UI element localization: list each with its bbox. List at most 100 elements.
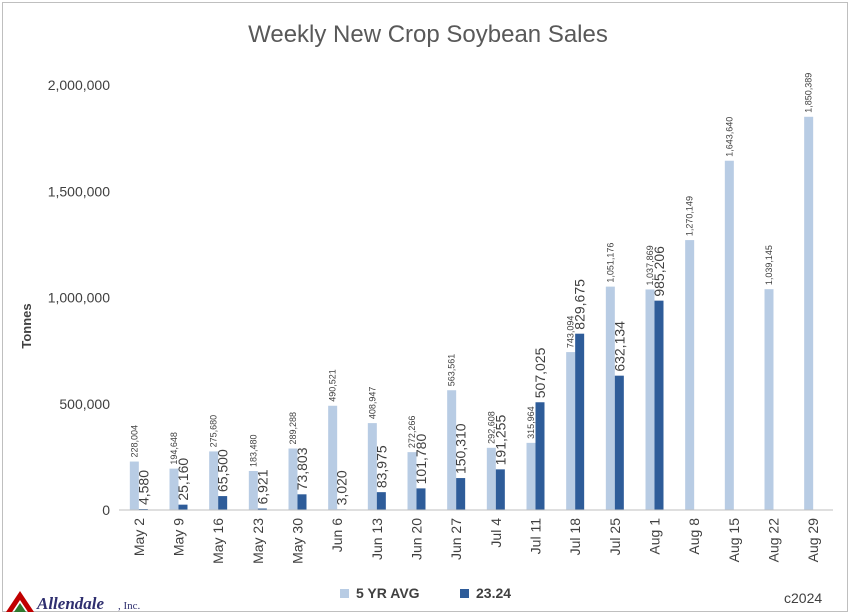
data-label-5yr-avg: 272,266 [407,416,417,449]
bar-5yr-avg [566,352,576,510]
x-tick-label: Jul 25 [607,518,623,556]
bar-23-24 [654,300,664,510]
data-label-5yr-avg: 1,270,149 [685,196,695,236]
data-label-23-24: 3,020 [334,470,350,505]
legend-swatch-5yr-avg [340,589,349,598]
data-label-23-24: 150,310 [453,423,469,474]
y-tick-label: 1,500,000 [48,183,110,199]
bar-23-24 [178,504,188,510]
bar-5yr-avg [248,471,258,510]
data-label-5yr-avg: 194,648 [169,432,179,465]
data-label-5yr-avg: 490,521 [328,369,338,402]
data-label-5yr-avg: 743,094 [566,316,576,349]
bar-5yr-avg [209,451,219,510]
bar-5yr-avg [764,289,774,510]
data-label-23-24: 101,780 [413,434,429,485]
data-label-23-24: 829,675 [572,279,588,330]
x-tick-label: May 30 [290,518,306,564]
y-tick-label: 1,000,000 [48,290,110,306]
bar-23-24 [535,402,545,510]
bar-23-24 [257,508,267,510]
bar-5yr-avg [367,423,377,510]
x-tick-label: Aug 8 [686,518,702,555]
x-tick-label: Jun 27 [448,518,464,560]
data-label-5yr-avg: 275,680 [209,415,219,448]
x-tick-label: Jun 20 [409,518,425,560]
data-label-23-24: 6,921 [254,469,270,504]
data-label-23-24: 191,255 [492,415,508,466]
bar-5yr-avg [486,447,496,510]
legend-label-23-24: 23.24 [476,585,511,601]
legend-swatch-23-24 [460,589,469,598]
data-label-5yr-avg: 408,947 [367,387,377,420]
y-axis-title: Tonnes [19,303,34,348]
logo-suffix-text: , Inc. [118,600,141,612]
bar-23-24 [297,494,307,510]
data-label-23-24: 632,134 [611,321,627,372]
bar-5yr-avg [407,452,417,510]
y-axis: 0 500,000 1,000,000 1,500,000 2,000,000 [48,77,111,518]
data-label-5yr-avg: 1,039,145 [764,245,774,285]
data-label-23-24: 73,803 [294,447,310,490]
x-tick-label: May 16 [210,518,226,564]
logo-arrow-icon [6,591,34,612]
data-label-5yr-avg: 315,964 [526,406,536,439]
bar-5yr-avg [328,405,338,510]
x-tick-label: Jul 18 [567,518,583,556]
legend-label-5yr-avg: 5 YR AVG [356,585,420,601]
chart-title: Weekly New Crop Soybean Sales [248,21,608,48]
bar-23-24 [218,496,228,510]
bar-5yr-avg [129,461,139,510]
data-label-23-24: 65,500 [215,449,231,492]
bar-5yr-avg [645,289,655,510]
bar-23-24 [495,469,505,510]
bar-23-24 [376,492,386,510]
legend: 5 YR AVG 23.24 [340,585,511,601]
x-tick-label: May 23 [250,518,266,564]
data-label-5yr-avg: 228,004 [129,425,139,458]
bar-5yr-avg [169,468,179,510]
x-tick-label: Aug 1 [647,518,663,555]
bar-5yr-avg [288,448,298,510]
x-tick-label: Jun 13 [369,518,385,560]
data-label-23-24: 507,025 [532,347,548,398]
data-label-23-24: 25,160 [175,458,191,501]
y-tick-label: 0 [102,502,110,518]
data-label-5yr-avg: 183,480 [248,434,258,467]
x-tick-label: May 9 [171,518,187,556]
bar-5yr-avg [605,286,615,510]
bar-23-24 [575,333,585,510]
bar-5yr-avg [724,160,734,510]
y-tick-label: 2,000,000 [48,77,110,93]
data-label-5yr-avg: 1,850,389 [804,73,814,113]
data-label-5yr-avg: 1,037,869 [645,245,655,285]
x-tick-label: Jul 11 [528,518,544,555]
data-label-5yr-avg: 292,608 [486,411,496,444]
x-tick-label: Aug 22 [766,518,782,563]
logo-brand-text: Allendale [36,594,105,613]
bar-5yr-avg [685,240,695,511]
copyright-text: c2024 [784,590,823,606]
bar-23-24 [614,375,624,510]
data-label-5yr-avg: 563,561 [447,354,457,387]
x-tick-label: May 2 [131,518,147,556]
bar-5yr-avg [804,116,814,511]
bar-5yr-avg [447,390,457,510]
x-tick-label: Aug 29 [805,518,821,563]
data-label-5yr-avg: 1,643,640 [724,117,734,157]
data-label-5yr-avg: 289,288 [288,412,298,445]
data-label-23-24: 985,206 [651,246,667,297]
data-label-5yr-avg: 1,051,176 [605,243,615,283]
x-tick-label: Jun 6 [329,518,345,552]
bar-23-24 [416,488,426,510]
x-axis: May 2 May 9 May 16 May 23 May 30 Jun 6 Jun 13 J… [119,509,833,564]
y-tick-label: 500,000 [59,396,110,412]
allendale-logo: Allendale , Inc. [6,591,141,613]
data-label-23-24: 4,580 [135,470,151,505]
x-tick-label: Jul 4 [488,518,504,548]
bar-23-24 [456,478,466,510]
x-tick-label: Aug 15 [726,518,742,563]
bar-5yr-avg [526,442,536,510]
